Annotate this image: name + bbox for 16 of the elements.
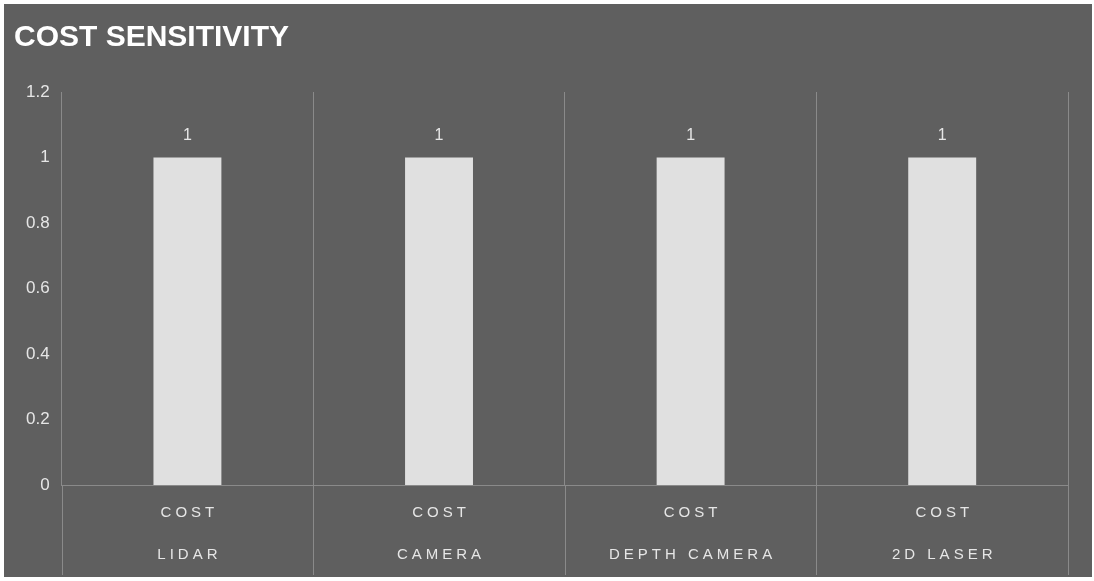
y-tick-label: 0.8 — [25, 212, 50, 232]
y-tick-label: 0 — [40, 474, 50, 494]
data-label: 1 — [937, 125, 947, 143]
y-tick-label: 1 — [40, 147, 50, 167]
y-tick-label: 1.2 — [25, 81, 50, 101]
category-label: COST DEPTH CAMERA — [609, 503, 777, 563]
category-label: COST CAMERA — [396, 503, 486, 563]
y-tick-label: 0.6 — [25, 278, 50, 298]
category-label: COST 2D LASER — [891, 503, 997, 563]
data-label: 1 — [182, 125, 192, 143]
category-label: COST LIDAR — [157, 503, 222, 563]
chart-title: COST SENSITIVITY — [14, 19, 290, 53]
y-tick-label: 0.2 — [25, 409, 50, 429]
data-label: 1 — [434, 125, 444, 143]
y-tick-label: 0.4 — [25, 343, 50, 363]
data-label: 1 — [686, 125, 696, 143]
